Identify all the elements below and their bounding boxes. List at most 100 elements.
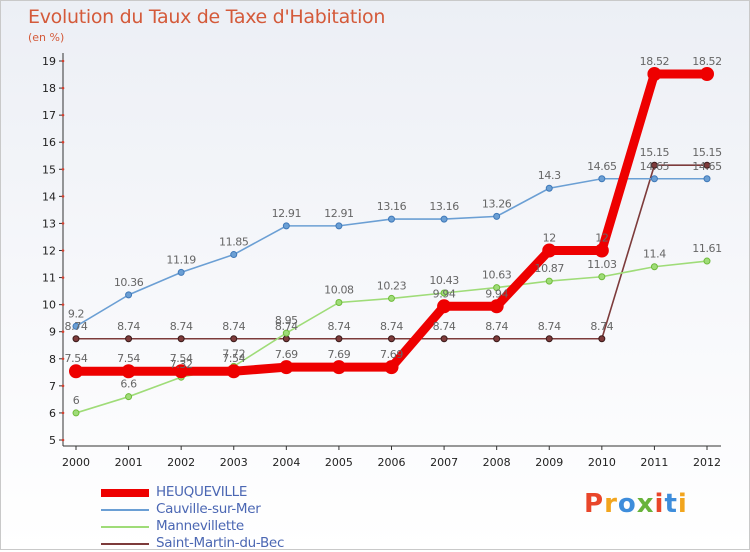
y-tick-dot <box>61 59 65 63</box>
data-label: 12.91 <box>324 207 354 220</box>
y-tick-dot <box>61 140 65 144</box>
data-label: 14.65 <box>587 160 617 173</box>
y-tick-dot <box>61 167 65 171</box>
data-label: 14.3 <box>538 169 561 182</box>
x-tick-label: 2009 <box>535 456 563 469</box>
data-point <box>282 335 290 343</box>
y-tick-dot <box>61 303 65 306</box>
chart-subtitle: (en %) <box>28 31 65 44</box>
legend-label: HEUQUEVILLE <box>156 484 248 500</box>
x-tick-label: 2002 <box>167 456 195 469</box>
data-label: 6 <box>73 394 80 407</box>
data-label: 10.36 <box>114 276 144 289</box>
data-label: 7.54 <box>222 352 245 365</box>
logo-letter: o <box>617 489 637 519</box>
data-label: 14.65 <box>692 160 722 173</box>
y-tick-dot <box>61 222 65 225</box>
data-point <box>545 335 553 343</box>
data-label: 9.94 <box>485 287 508 300</box>
series-line-saint-martin-du-bec <box>76 164 707 340</box>
y-tick-label: 8 <box>49 353 56 366</box>
data-label: 15.15 <box>640 146 670 159</box>
y-tick-dot <box>61 113 65 117</box>
legend-label: Saint-Martin-du-Bec <box>156 535 285 551</box>
y-tick-label: 14 <box>42 190 56 203</box>
legend-swatch <box>101 489 149 497</box>
y-tick-dot <box>61 438 65 442</box>
data-point <box>700 66 714 81</box>
data-label: 7.69 <box>380 348 403 361</box>
x-tick-label: 2005 <box>325 456 353 469</box>
data-label: 8.74 <box>275 320 298 333</box>
data-point <box>703 257 711 265</box>
data-label: 7.32 <box>170 358 193 371</box>
x-tick-label: 2001 <box>115 456 143 469</box>
logo-letter: i <box>654 489 665 519</box>
x-tick-label: 2006 <box>378 456 406 469</box>
x-tick-label: 2004 <box>272 456 300 469</box>
logo-letter: P <box>584 489 605 519</box>
y-tick-dot <box>61 384 65 388</box>
data-label: 10.87 <box>535 262 565 275</box>
data-point <box>384 360 399 375</box>
y-tick-dot <box>61 330 65 334</box>
data-point <box>72 322 80 330</box>
data-label: 7.54 <box>170 352 193 365</box>
data-point <box>335 298 343 306</box>
logo-letter: t <box>664 489 678 519</box>
data-label: 8.74 <box>222 320 245 333</box>
data-label: 12 <box>595 232 608 245</box>
y-tick-dot <box>61 411 65 415</box>
data-point <box>335 222 343 230</box>
data-label: 9.2 <box>68 307 84 320</box>
data-label: 7.54 <box>117 352 140 365</box>
data-label: 11.61 <box>692 242 722 255</box>
data-label: 18.52 <box>692 55 722 68</box>
data-label: 7.54 <box>65 352 88 365</box>
y-tick-label: 5 <box>49 434 56 447</box>
data-label: 8.74 <box>590 320 613 333</box>
data-label: 12 <box>543 232 556 245</box>
legend-label: Mannevillette <box>156 518 244 534</box>
data-point <box>440 335 448 343</box>
data-point <box>594 243 609 258</box>
legend-label: Cauville-sur-Mer <box>156 501 261 517</box>
data-point <box>174 364 189 379</box>
data-label: 10.08 <box>324 283 354 296</box>
data-point <box>647 66 662 81</box>
data-label: 11.03 <box>587 258 617 271</box>
logo-letter: x <box>636 489 655 519</box>
y-tick-dot <box>61 86 65 90</box>
y-tick-label: 15 <box>42 163 56 176</box>
y-tick-label: 6 <box>49 407 56 420</box>
data-point <box>388 335 395 343</box>
y-tick-label: 9 <box>49 326 56 339</box>
y-tick-label: 11 <box>42 272 56 285</box>
data-label: 8.74 <box>327 320 350 333</box>
data-label: 10.43 <box>429 274 459 287</box>
x-tick-label: 2011 <box>640 456 668 469</box>
data-point <box>440 289 448 297</box>
data-point <box>545 277 553 285</box>
y-tick-label: 7 <box>49 380 56 393</box>
data-point <box>437 299 452 314</box>
data-label: 12.91 <box>272 207 302 220</box>
y-tick-label: 13 <box>42 217 56 230</box>
data-label: 18.52 <box>640 55 670 68</box>
x-tick-label: 2007 <box>430 456 458 469</box>
data-label: 8.74 <box>380 320 403 333</box>
data-label: 13.16 <box>429 200 459 213</box>
legend-swatch <box>101 509 149 511</box>
data-point <box>177 335 185 343</box>
x-tick-label: 2008 <box>483 456 511 469</box>
logo-letter: i <box>677 489 688 519</box>
data-point <box>282 222 290 230</box>
data-label: 15.15 <box>692 146 722 159</box>
data-point <box>542 243 557 258</box>
x-tick-label: 2010 <box>588 456 616 469</box>
data-label: 8.74 <box>117 320 140 333</box>
data-label: 11.19 <box>166 253 196 266</box>
y-tick-label: 18 <box>42 82 56 95</box>
